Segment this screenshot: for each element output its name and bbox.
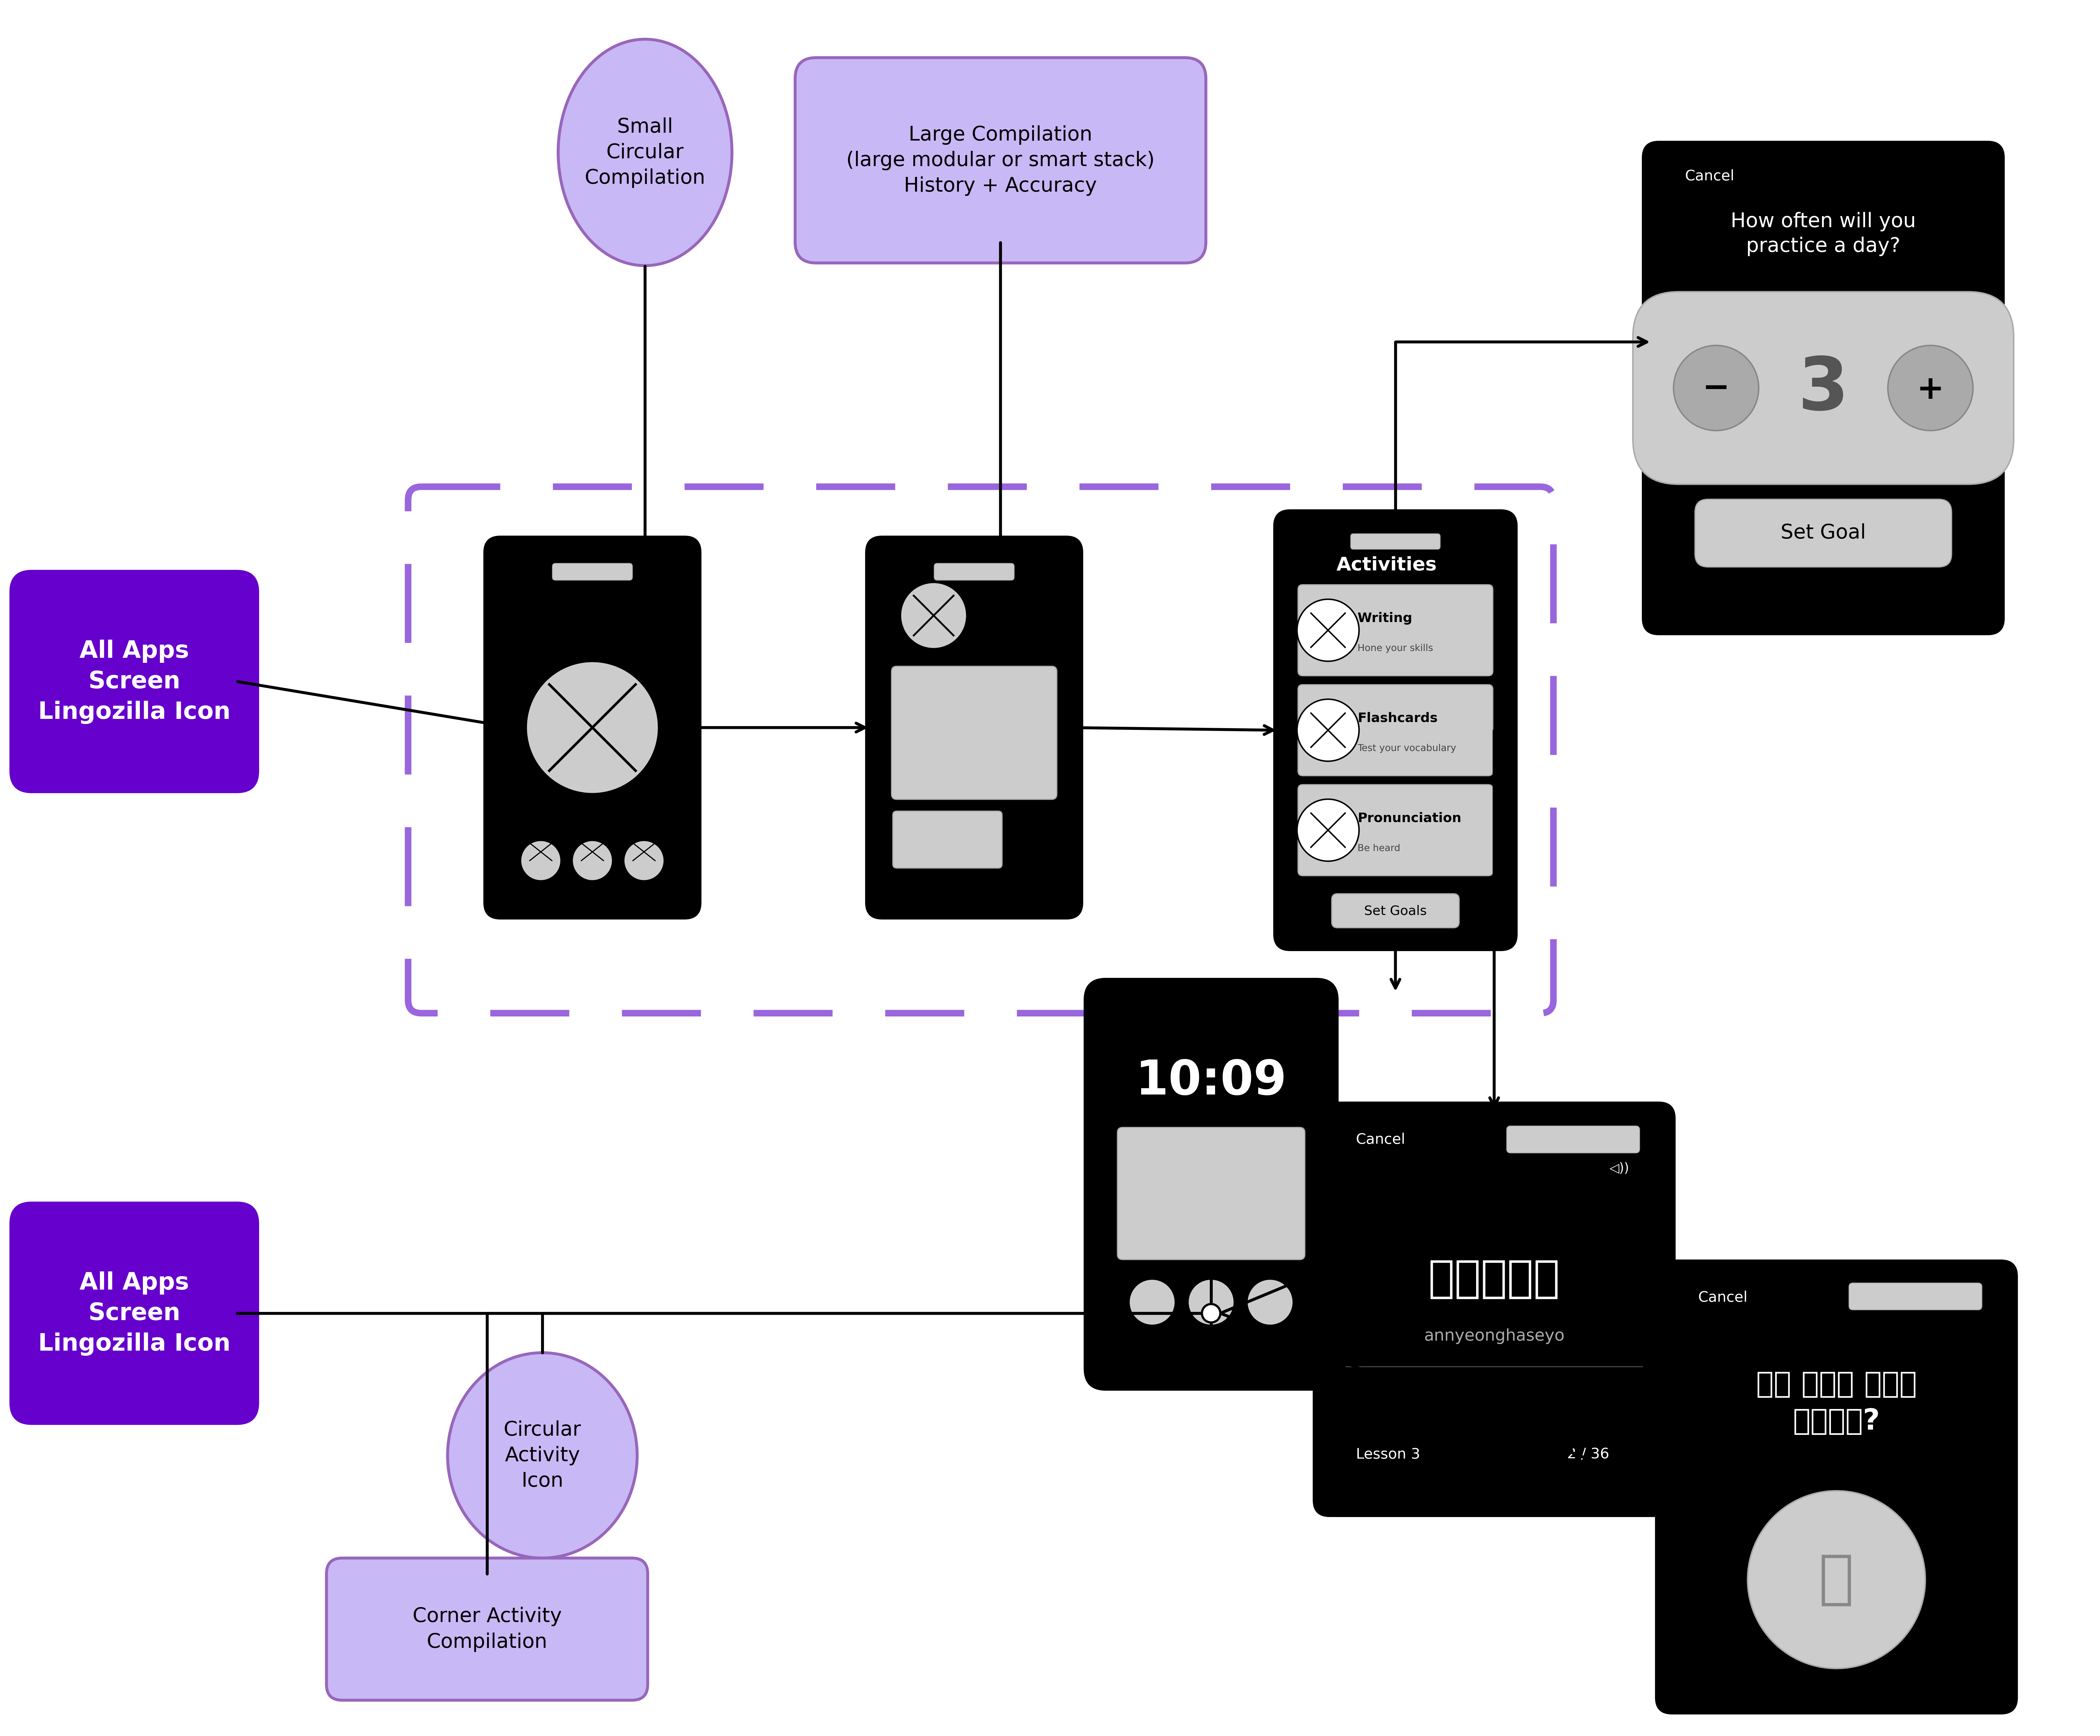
Text: Be heard: Be heard — [1357, 844, 1401, 852]
FancyBboxPatch shape — [326, 1559, 647, 1700]
FancyBboxPatch shape — [796, 57, 1205, 264]
Text: Large Compilation
(large modular or smart stack)
History + Accuracy: Large Compilation (large modular or smar… — [846, 125, 1155, 196]
FancyBboxPatch shape — [1695, 500, 1951, 568]
Text: 2 / 36: 2 / 36 — [1567, 1448, 1609, 1462]
Text: All Apps
Screen
Lingozilla Icon: All Apps Screen Lingozilla Icon — [38, 1271, 231, 1356]
Text: Set Goals: Set Goals — [1365, 904, 1426, 917]
Text: Corner Activity
Compilation: Corner Activity Compilation — [412, 1606, 561, 1651]
Text: Lesson 3: Lesson 3 — [1357, 1448, 1420, 1462]
FancyBboxPatch shape — [1634, 292, 2014, 484]
FancyBboxPatch shape — [1298, 684, 1493, 776]
FancyBboxPatch shape — [1275, 510, 1516, 950]
Circle shape — [521, 840, 561, 880]
Text: Writing: Writing — [1357, 611, 1413, 625]
Circle shape — [1130, 1279, 1176, 1325]
Text: −: − — [1703, 372, 1730, 404]
Text: annyeonghaseyo: annyeonghaseyo — [1424, 1328, 1564, 1344]
FancyBboxPatch shape — [1315, 1102, 1674, 1516]
Text: Circular
Activity
Icon: Circular Activity Icon — [504, 1420, 582, 1491]
Circle shape — [1298, 599, 1359, 661]
FancyBboxPatch shape — [1086, 979, 1338, 1389]
Text: Set Goal: Set Goal — [1781, 523, 1867, 543]
FancyBboxPatch shape — [1657, 1260, 2016, 1713]
Circle shape — [1298, 799, 1359, 861]
Text: +: + — [1917, 373, 1945, 406]
Circle shape — [1298, 700, 1359, 762]
Circle shape — [1747, 1491, 1926, 1668]
Text: 안녕하세요: 안녕하세요 — [1428, 1257, 1560, 1300]
FancyBboxPatch shape — [1350, 535, 1441, 549]
Text: Cancel: Cancel — [1684, 168, 1735, 184]
Circle shape — [527, 661, 659, 793]
FancyBboxPatch shape — [892, 811, 1002, 868]
FancyBboxPatch shape — [1848, 1283, 1982, 1311]
FancyBboxPatch shape — [892, 667, 1056, 800]
Text: ⏺: ⏺ — [1819, 1552, 1854, 1608]
FancyBboxPatch shape — [865, 536, 1082, 918]
FancyBboxPatch shape — [485, 536, 701, 918]
Ellipse shape — [559, 40, 733, 266]
FancyBboxPatch shape — [552, 564, 632, 580]
FancyBboxPatch shape — [935, 564, 1014, 580]
FancyBboxPatch shape — [1331, 894, 1459, 927]
Circle shape — [1674, 345, 1758, 431]
FancyBboxPatch shape — [1117, 1127, 1304, 1260]
FancyBboxPatch shape — [11, 571, 258, 792]
FancyBboxPatch shape — [1642, 142, 2003, 634]
Text: 3: 3 — [1798, 354, 1848, 425]
FancyBboxPatch shape — [1298, 585, 1493, 675]
Text: ◁)): ◁)) — [1609, 1161, 1630, 1175]
Text: Test your vocabulary: Test your vocabulary — [1357, 743, 1455, 753]
Text: All Apps
Screen
Lingozilla Icon: All Apps Screen Lingozilla Icon — [38, 639, 231, 724]
Text: Flashcards: Flashcards — [1357, 712, 1439, 724]
Circle shape — [1189, 1279, 1235, 1325]
Circle shape — [1201, 1304, 1220, 1323]
Circle shape — [1247, 1279, 1294, 1325]
Circle shape — [571, 840, 613, 880]
Text: 아침 식사로 무엇을
드셨나요?: 아침 식사로 무엇을 드셨나요? — [1756, 1370, 1917, 1436]
Circle shape — [1888, 345, 1974, 431]
FancyBboxPatch shape — [1298, 785, 1493, 877]
Text: Hone your skills: Hone your skills — [1357, 644, 1432, 653]
Circle shape — [901, 583, 966, 649]
FancyBboxPatch shape — [1506, 1127, 1640, 1153]
Text: How often will you
practice a day?: How often will you practice a day? — [1730, 212, 1915, 255]
Ellipse shape — [447, 1352, 636, 1559]
Circle shape — [624, 840, 664, 880]
Text: Cancel: Cancel — [1699, 1290, 1747, 1305]
Text: Cancel: Cancel — [1357, 1132, 1405, 1147]
Text: 10:09: 10:09 — [1136, 1057, 1287, 1104]
Text: Activities: Activities — [1336, 556, 1436, 575]
Text: Pronunciation: Pronunciation — [1357, 812, 1462, 825]
FancyBboxPatch shape — [11, 1203, 258, 1424]
Text: Small
Circular
Compilation: Small Circular Compilation — [584, 118, 706, 187]
